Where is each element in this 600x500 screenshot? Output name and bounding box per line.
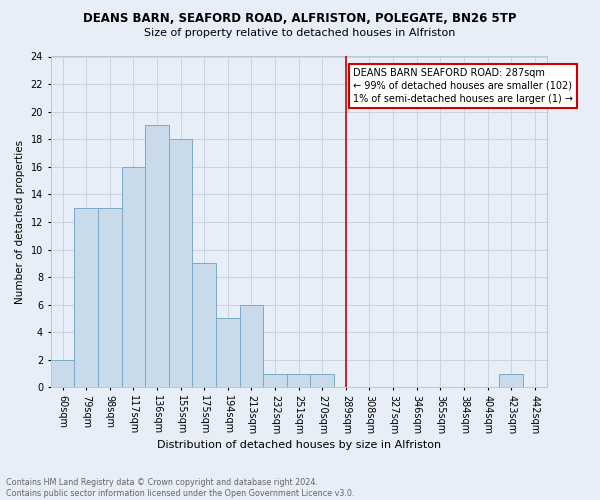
- Text: Contains HM Land Registry data © Crown copyright and database right 2024.
Contai: Contains HM Land Registry data © Crown c…: [6, 478, 355, 498]
- X-axis label: Distribution of detached houses by size in Alfriston: Distribution of detached houses by size …: [157, 440, 440, 450]
- Bar: [169, 139, 193, 388]
- Bar: [145, 126, 169, 388]
- Bar: [50, 360, 74, 388]
- Bar: [216, 318, 239, 388]
- Bar: [310, 374, 334, 388]
- Bar: [193, 264, 216, 388]
- Text: DEANS BARN, SEAFORD ROAD, ALFRISTON, POLEGATE, BN26 5TP: DEANS BARN, SEAFORD ROAD, ALFRISTON, POL…: [83, 12, 517, 26]
- Bar: [263, 374, 287, 388]
- Bar: [98, 208, 122, 388]
- Bar: [239, 304, 263, 388]
- Bar: [122, 167, 145, 388]
- Text: DEANS BARN SEAFORD ROAD: 287sqm
← 99% of detached houses are smaller (102)
1% of: DEANS BARN SEAFORD ROAD: 287sqm ← 99% of…: [353, 68, 573, 104]
- Bar: [74, 208, 98, 388]
- Bar: [499, 374, 523, 388]
- Y-axis label: Number of detached properties: Number of detached properties: [15, 140, 25, 304]
- Text: Size of property relative to detached houses in Alfriston: Size of property relative to detached ho…: [145, 28, 455, 38]
- Bar: [287, 374, 310, 388]
